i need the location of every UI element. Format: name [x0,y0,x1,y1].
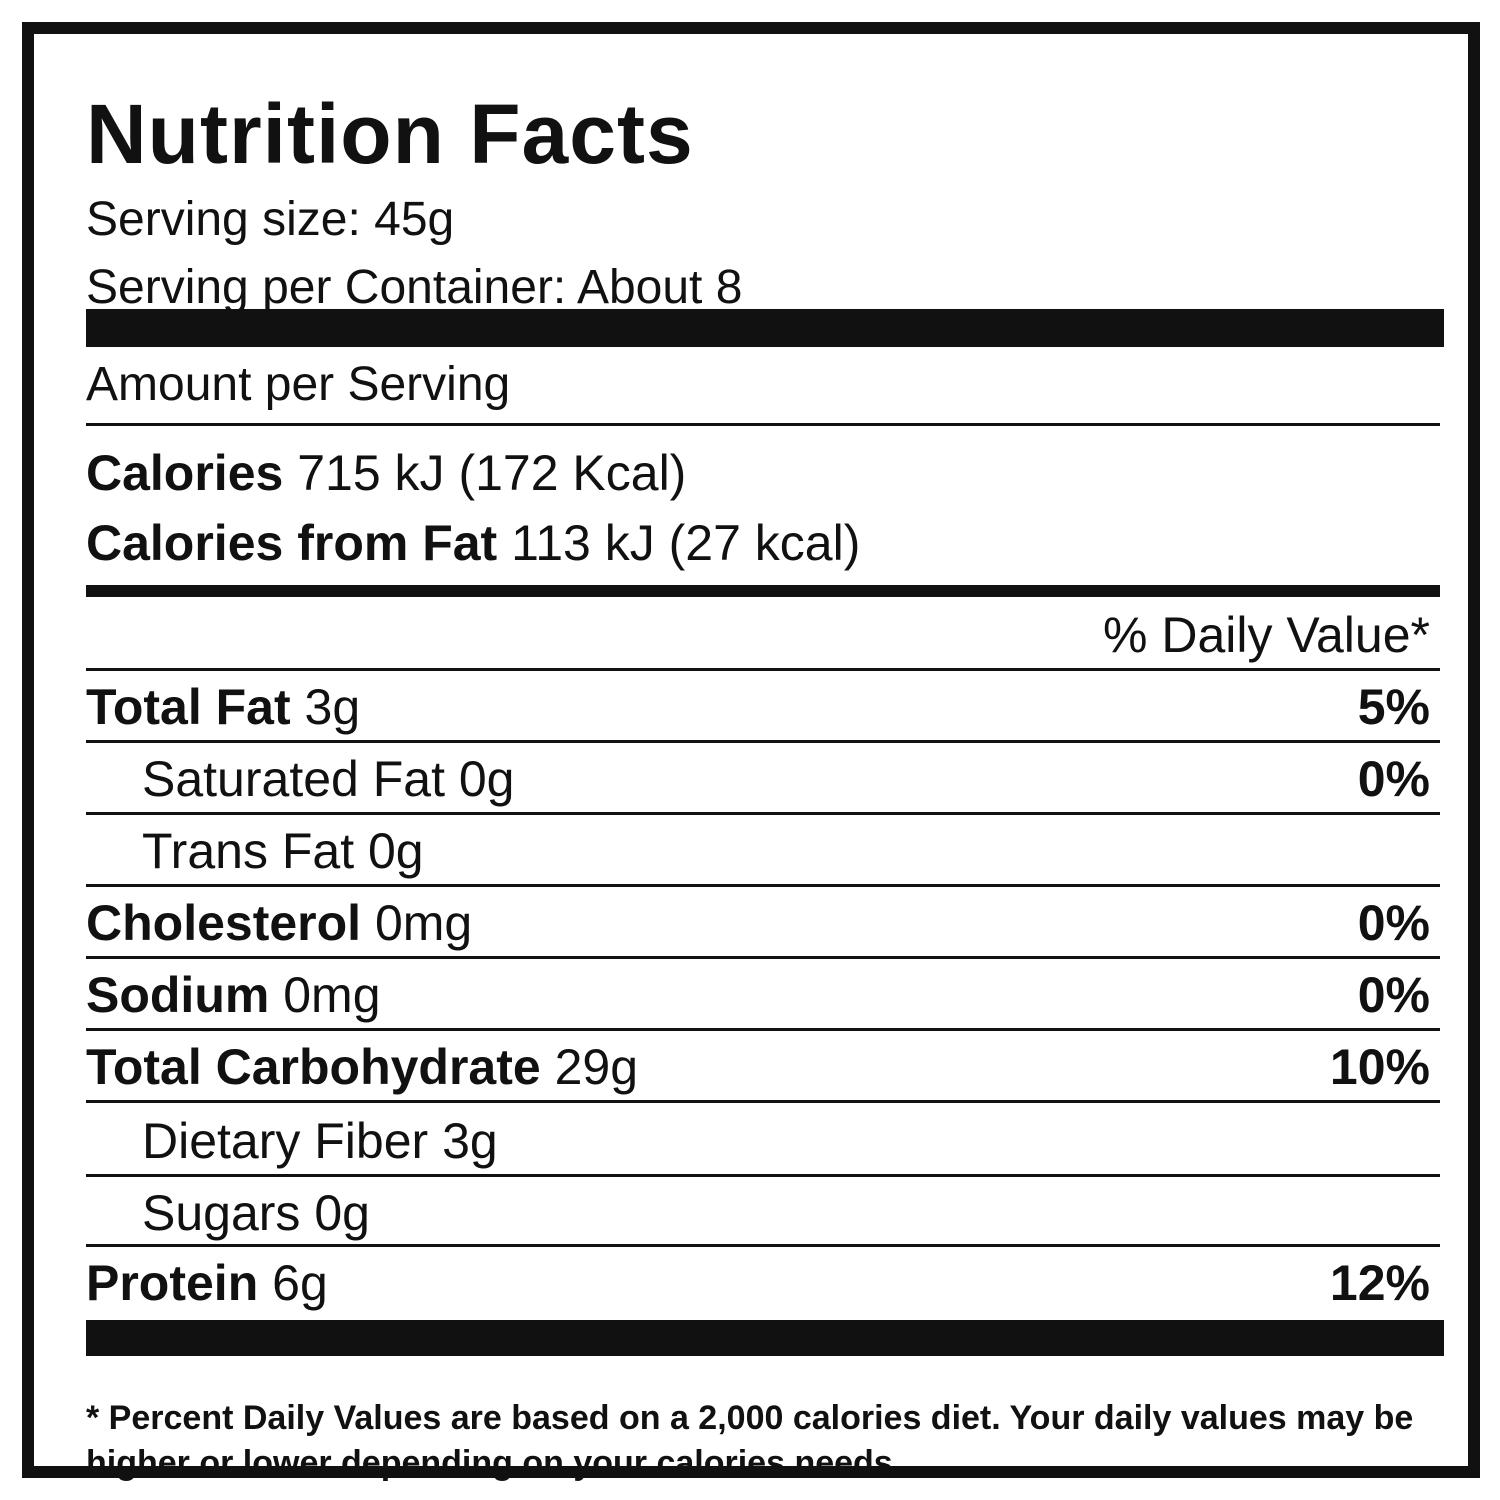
nutrient-amount: 6g [272,1255,328,1311]
nutrient-dv: 0% [1357,895,1430,951]
servings-per-container: Serving per Container: About 8 [86,261,743,314]
nutrient-dv: 12% [1329,1255,1430,1311]
divider [86,956,1440,959]
nutrient-row-sodium: Sodium 0mg [86,970,381,1020]
divider [86,740,1440,743]
divider [86,1174,1440,1177]
nutrient-row-total-fat: Total Fat 3g [86,682,360,732]
nutrient-dv: 5% [1357,679,1430,735]
nutrient-dv: 0% [1357,751,1430,807]
nutrient-name: Saturated Fat [142,751,445,807]
nutrient-name: Sodium [86,967,270,1023]
nutrient-amount: 0g [458,751,515,807]
nutrient-name: Dietary Fiber [142,1113,429,1169]
nutrient-row-saturated-fat: Saturated Fat 0g [142,754,515,804]
calories-from-fat-label: Calories from Fat [86,515,498,571]
divider [86,668,1440,671]
nutrient-amount: 0mg [374,895,473,951]
divider [86,884,1440,887]
nutrient-amount: 3g [442,1113,498,1169]
nutrient-amount: 0g [368,823,424,879]
medium-divider [86,585,1440,597]
daily-value-header: % Daily Value* [1102,607,1430,663]
nutrient-amount: 0g [314,1185,370,1241]
nutrient-name: Protein [86,1255,259,1311]
footnote: * Percent Daily Values are based on a 2,… [86,1399,1414,1482]
nutrient-row-cholesterol: Cholesterol 0mg [86,898,472,948]
divider [86,1028,1440,1031]
calories-from-fat-row: Calories from Fat 113 kJ (27 kcal) [86,518,860,568]
calories-label: Calories [86,445,284,501]
amount-per-serving: Amount per Serving [86,358,511,411]
thick-divider-top [86,309,1444,347]
nutrient-name: Total Fat [86,679,291,735]
serving-size: Serving size: 45g [86,193,455,246]
divider [86,1100,1440,1103]
divider [86,1244,1440,1247]
nutrient-name: Trans Fat [142,823,355,879]
calories-value: 715 kJ (172 Kcal) [297,445,687,501]
nutrient-row-total-carbohydrate: Total Carbohydrate 29g [86,1042,638,1092]
nutrient-dv: 0% [1357,967,1430,1023]
calories-from-fat-value: 113 kJ (27 kcal) [511,515,861,571]
nutrient-amount: 3g [304,679,361,735]
nutrient-row-dietary-fiber: Dietary Fiber 3g [142,1116,498,1166]
thick-divider-bottom [86,1320,1444,1356]
nutrient-amount: 29g [554,1039,639,1095]
nutrient-row-trans-fat: Trans Fat 0g [142,826,424,876]
divider [86,812,1440,815]
calories-row: Calories 715 kJ (172 Kcal) [86,448,686,498]
nutrient-name: Total Carbohydrate [86,1039,541,1095]
nutrient-name: Cholesterol [86,895,362,951]
nutrient-row-sugars: Sugars 0g [142,1188,370,1238]
nutrient-row-protein: Protein 6g [86,1258,328,1308]
label-title: Nutrition Facts [86,87,694,181]
divider [86,423,1440,426]
nutrition-label: Nutrition Facts Serving size: 45g Servin… [22,22,1480,1482]
nutrient-name: Sugars [142,1185,301,1241]
nutrient-dv: 10% [1329,1039,1430,1095]
nutrient-amount: 0mg [283,967,381,1023]
